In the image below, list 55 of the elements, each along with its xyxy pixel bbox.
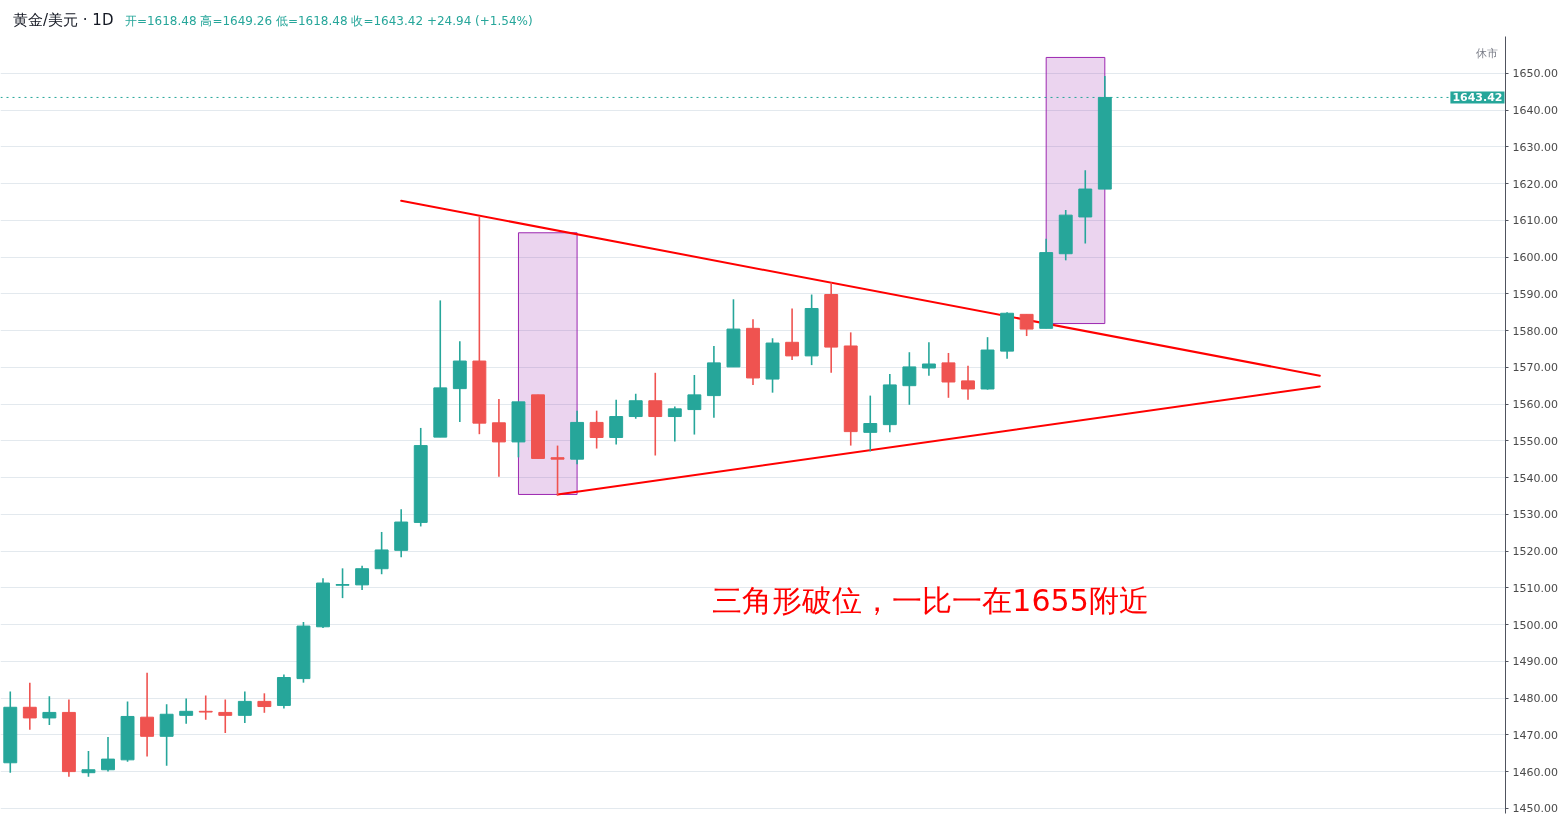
y-tick-label: 1450.00: [1512, 802, 1558, 816]
y-tick-label: 1480.00: [1512, 692, 1558, 706]
candlestick: [491, 398, 506, 478]
annotation: 三角形破位，一比一在1655附近: [712, 583, 1149, 619]
candlestick: [22, 681, 37, 731]
candlestick: [218, 698, 233, 734]
candlestick: [1019, 313, 1034, 337]
y-tick-label: 1550.00: [1512, 434, 1558, 448]
candlestick: [257, 692, 272, 714]
candlestick: [335, 567, 350, 599]
y-tick-label: 1620.00: [1512, 177, 1558, 191]
chart-subtitle: 开=1618.48 高=1649.26 低=1618.48 收=1643.42 +24.94 (+1.54%): [124, 14, 533, 28]
candlestick: [81, 750, 96, 778]
candlestick: [159, 703, 174, 767]
candlestick: [785, 307, 800, 361]
y-tick-label: 1520.00: [1512, 545, 1558, 559]
candlestick: [355, 564, 370, 591]
y-tick-label: 1600.00: [1512, 251, 1558, 265]
candlestick: [374, 531, 389, 576]
y-tick-label: 1640.00: [1512, 104, 1558, 118]
candlestick: [687, 374, 702, 436]
candlestick: [667, 405, 682, 443]
candlestick: [902, 351, 917, 406]
chart-title: 黄金/美元 · 1D: [13, 11, 114, 29]
y-tick-label: 1630.00: [1512, 140, 1558, 154]
y-tick-label: 1610.00: [1512, 214, 1558, 228]
candlestick: [628, 392, 643, 420]
y-tick-label: 1500.00: [1512, 618, 1558, 632]
candlestick: [179, 697, 194, 725]
candlestick: [921, 341, 936, 377]
candlestick: [863, 394, 878, 453]
annotation: 休市: [1475, 46, 1498, 60]
candlestick: [648, 372, 663, 457]
y-tick-label: 1470.00: [1512, 728, 1558, 742]
y-tick-label: 1580.00: [1512, 324, 1558, 338]
candlestick: [589, 409, 604, 450]
y-tick-label: 1540.00: [1512, 471, 1558, 485]
candlestick: [941, 352, 956, 399]
candlestick: [961, 365, 975, 401]
candlestick: [237, 690, 252, 724]
y-tick-label: 1460.00: [1512, 765, 1558, 779]
y-tick-label: 1560.00: [1512, 398, 1558, 412]
y-tick-label: 1650.00: [1512, 67, 1558, 81]
y-tick-label: 1570.00: [1512, 361, 1558, 375]
y-tick-label: 1490.00: [1512, 655, 1558, 669]
ref-line-label: 1643.42: [1452, 91, 1503, 105]
candlestick: [550, 444, 565, 497]
y-tick-label: 1510.00: [1512, 581, 1558, 595]
candlestick: [101, 736, 115, 773]
candlestick: [140, 671, 155, 758]
y-tick-label: 1590.00: [1512, 287, 1558, 301]
y-tick-label: 1530.00: [1512, 508, 1558, 522]
candlestick: [42, 695, 57, 726]
candlestick: [198, 694, 213, 721]
candlestick: [609, 398, 624, 446]
